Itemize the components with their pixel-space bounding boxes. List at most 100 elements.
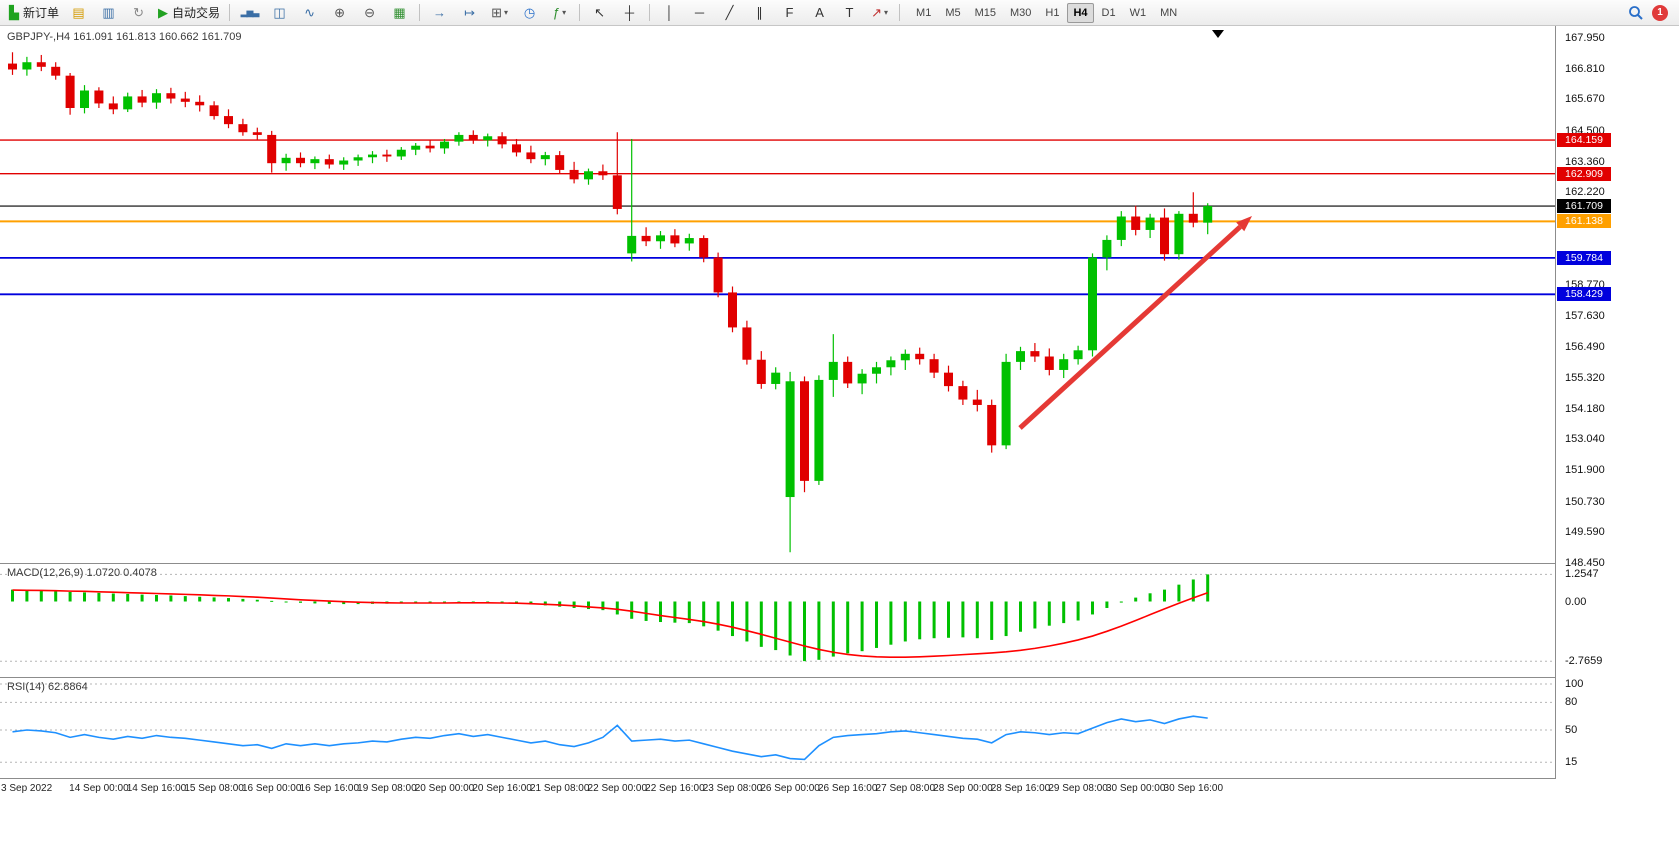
candle [425, 145, 435, 149]
candle [929, 359, 939, 373]
price-axis[interactable]: 167.950 166.810 165.670 164.500 163.360 162.2… [1555, 26, 1679, 800]
bar-chart-icon[interactable]: ▂▅▃ [235, 2, 264, 24]
candlestick-icon[interactable]: ◫ [265, 2, 294, 24]
new-order-button[interactable]: ▙ 新订单 [5, 2, 63, 24]
macd-bar [889, 601, 893, 645]
new-subwindow-icon[interactable]: ⊞ ▾ [485, 2, 514, 24]
trend-arrow-head[interactable] [1236, 216, 1252, 232]
candle [569, 169, 579, 180]
rsi-axis-label: 50 [1565, 724, 1578, 736]
candle [972, 399, 982, 405]
panel-divider[interactable] [0, 677, 1679, 678]
profiles-icon[interactable]: ▥ [94, 2, 123, 24]
timeframe-h4[interactable]: H4 [1067, 2, 1094, 23]
timeframe-d1[interactable]: D1 [1101, 6, 1116, 19]
toolbar-separator [649, 4, 651, 21]
refresh-icon[interactable]: ↻ [124, 2, 153, 24]
candle [584, 171, 593, 180]
auto-trading-button[interactable]: ▶ 自动交易 [154, 2, 224, 24]
timeframe-h1[interactable]: H1 [1045, 6, 1060, 19]
auto-scroll-icon[interactable]: → [425, 2, 454, 24]
trendline-icon[interactable]: ╱ [715, 2, 744, 24]
candle [440, 141, 449, 149]
candle [1174, 213, 1184, 255]
time-axis[interactable]: 3 Sep 2022 14 Sep 00:00 14 Sep 16:00 15 Sep… [0, 779, 1679, 800]
chevron-down-icon[interactable]: ▾ [562, 8, 567, 17]
rsi-axis-label: 100 [1565, 678, 1584, 690]
fibonacci-icon[interactable]: F [775, 2, 804, 24]
candle [382, 154, 392, 157]
candle [828, 361, 838, 380]
label-icon[interactable]: T [835, 2, 864, 24]
macd-bar [817, 601, 821, 660]
period-icon[interactable]: ◷ [515, 2, 544, 24]
timeframe-mn[interactable]: MN [1160, 6, 1178, 19]
timeframe-m5[interactable]: M5 [945, 6, 961, 19]
time-label: 28 Sep 16:00 [990, 783, 1051, 794]
candle [756, 359, 766, 384]
line-chart-icon[interactable]: ∿ [295, 2, 324, 24]
timeframe-m30[interactable]: M30 [1010, 6, 1032, 19]
timeframe-w1[interactable]: W1 [1129, 6, 1147, 19]
macd-bar [299, 601, 302, 603]
candle [1059, 359, 1069, 370]
rsi-line [12, 715, 1208, 761]
candle [108, 103, 118, 110]
text-icon[interactable]: A [805, 2, 834, 24]
macd-bar [745, 601, 749, 642]
candle [497, 136, 507, 145]
timeframe-m1[interactable]: M1 [916, 6, 932, 19]
chevron-down-icon[interactable]: ▾ [883, 8, 888, 17]
macd-signal-line [12, 589, 1208, 659]
search-icon[interactable] [1628, 5, 1644, 21]
candle [958, 386, 968, 400]
tile-windows-icon[interactable]: ▦ [385, 2, 414, 24]
cursor-icon[interactable]: ↖ [585, 2, 614, 24]
new-order-icon: ▙ [9, 5, 19, 20]
candle [339, 160, 349, 165]
candle [886, 360, 896, 368]
vertical-line-icon[interactable]: │ [655, 2, 684, 24]
zoom-in-icon[interactable]: ⊕ [325, 2, 354, 24]
macd-bar [644, 601, 648, 621]
main-chart[interactable] [0, 26, 1555, 563]
candle [195, 101, 205, 106]
zoom-out-icon: ⊖ [364, 5, 375, 20]
candle [123, 96, 133, 110]
candle [699, 238, 709, 258]
rsi-panel[interactable] [0, 678, 1555, 778]
shapes-icon[interactable]: ↗ ▾ [865, 2, 894, 24]
chart-shift-icon[interactable]: ↦ [455, 2, 484, 24]
chevron-down-icon[interactable]: ▾ [503, 8, 508, 17]
line-chart-icon: ∿ [304, 5, 315, 20]
price-axis-label: 153.040 [1565, 433, 1605, 446]
auto-scroll-icon: → [433, 5, 447, 20]
macd-panel[interactable] [0, 564, 1555, 677]
macd-bar [860, 601, 864, 652]
chart-shift-marker[interactable] [1212, 30, 1224, 38]
price-badge-161.138: 161.138 [1557, 214, 1611, 229]
macd-bar [1105, 601, 1109, 608]
macd-bar [126, 593, 130, 602]
zoom-out-icon[interactable]: ⊖ [355, 2, 384, 24]
price-axis-label: 157.630 [1565, 309, 1605, 322]
macd-bar [759, 601, 763, 647]
candle [641, 235, 651, 242]
panel-divider [0, 778, 1679, 779]
horizontal-line-icon[interactable]: ─ [685, 2, 714, 24]
time-label: 16 Sep 16:00 [299, 783, 360, 794]
panel-divider[interactable] [0, 563, 1679, 564]
notification-badge[interactable]: 1 [1652, 4, 1668, 21]
crosshair-icon[interactable]: ┼ [615, 2, 644, 24]
profiles-icon: ▥ [102, 5, 115, 20]
price-axis-label: 167.950 [1565, 32, 1605, 44]
indicators-icon: ƒ [552, 5, 561, 20]
timeframe-m15[interactable]: M15 [974, 6, 996, 19]
channel-icon[interactable]: ∥ [745, 2, 774, 24]
candle [137, 96, 147, 103]
trend-arrow[interactable] [1018, 224, 1242, 430]
indicators-icon[interactable]: ƒ ▾ [545, 2, 574, 24]
new-chart-icon[interactable]: ▤ [64, 2, 93, 24]
macd-bar [543, 601, 547, 606]
macd-bar [903, 601, 907, 642]
